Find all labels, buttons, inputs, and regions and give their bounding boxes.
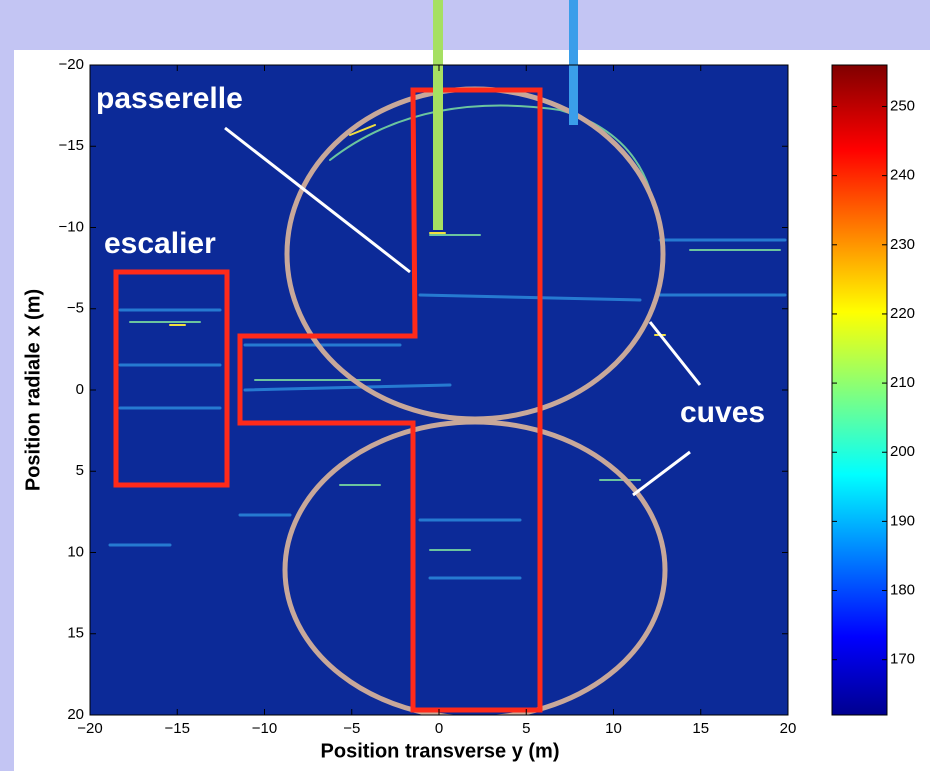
- y-tick-label: 0: [76, 381, 84, 398]
- colorbar-tick-label: 210: [890, 374, 915, 391]
- x-tick-label: −15: [165, 720, 190, 737]
- y-tick-label: 15: [67, 625, 84, 642]
- y-tick-label: −5: [67, 300, 84, 317]
- x-tick-label: 20: [780, 720, 797, 737]
- x-tick-label: 5: [522, 720, 530, 737]
- colorbar-tick-label: 240: [890, 167, 915, 184]
- colorbar-tick-label: 250: [890, 97, 915, 114]
- zones: [113, 87, 543, 713]
- y-tick-label: −10: [59, 218, 84, 235]
- colorbar-tick-label: 230: [890, 236, 915, 253]
- x-tick-label: −10: [252, 720, 277, 737]
- x-tick-label: 10: [605, 720, 622, 737]
- annotation: escalier: [104, 227, 216, 260]
- colorbar-tick-label: 170: [890, 651, 915, 668]
- colorbar: [831, 64, 888, 716]
- y-tick-label: 20: [67, 706, 84, 723]
- marker-green: [433, 0, 443, 230]
- x-axis-label: Position transverse y (m): [321, 740, 560, 762]
- y-tick-label: −15: [59, 137, 84, 154]
- annotation: cuves: [680, 396, 765, 429]
- y-tick-label: −20: [59, 56, 84, 73]
- pointer-lines: [224, 126, 702, 497]
- x-tick-label: −5: [343, 720, 360, 737]
- x-tick-label: −20: [77, 720, 102, 737]
- y-tick-label: 5: [76, 462, 84, 479]
- y-axis-label: Position radiale x (m): [22, 289, 44, 491]
- colorbar-tick-label: 190: [890, 512, 915, 529]
- x-tick-label: 0: [435, 720, 443, 737]
- y-tick-label: 10: [67, 543, 84, 560]
- colorbar-tick-label: 200: [890, 443, 915, 460]
- annotation: passerelle: [96, 82, 243, 115]
- colorbar-tick-label: 180: [890, 582, 915, 599]
- image-texture: [108, 104, 787, 580]
- colorbar-tick-label: 220: [890, 305, 915, 322]
- marker-blue: [569, 0, 578, 125]
- x-tick-label: 15: [692, 720, 709, 737]
